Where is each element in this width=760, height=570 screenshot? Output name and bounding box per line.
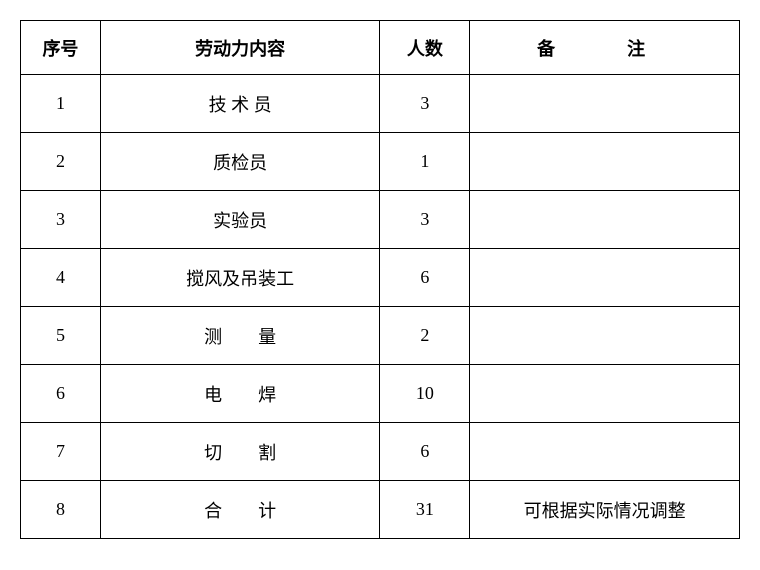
cell-seq: 6 (21, 365, 101, 423)
cell-content: 电 焊 (100, 365, 380, 423)
cell-seq: 7 (21, 423, 101, 481)
header-content: 劳动力内容 (100, 21, 380, 75)
cell-note (470, 365, 740, 423)
cell-note (470, 191, 740, 249)
cell-count: 3 (380, 75, 470, 133)
cell-count: 3 (380, 191, 470, 249)
cell-count: 6 (380, 249, 470, 307)
table-row: 3 实验员 3 (21, 191, 740, 249)
table-row: 6 电 焊 10 (21, 365, 740, 423)
cell-seq: 8 (21, 481, 101, 539)
cell-seq: 1 (21, 75, 101, 133)
table-header-row: 序号 劳动力内容 人数 备 注 (21, 21, 740, 75)
cell-note (470, 133, 740, 191)
table-row: 8 合 计 31 可根据实际情况调整 (21, 481, 740, 539)
cell-note: 可根据实际情况调整 (470, 481, 740, 539)
table-row: 5 测 量 2 (21, 307, 740, 365)
header-seq: 序号 (21, 21, 101, 75)
cell-note (470, 423, 740, 481)
cell-content: 实验员 (100, 191, 380, 249)
cell-content: 质检员 (100, 133, 380, 191)
cell-count: 10 (380, 365, 470, 423)
cell-content: 技 术 员 (100, 75, 380, 133)
cell-seq: 4 (21, 249, 101, 307)
cell-note (470, 249, 740, 307)
table-row: 2 质检员 1 (21, 133, 740, 191)
cell-content: 切 割 (100, 423, 380, 481)
cell-content: 测 量 (100, 307, 380, 365)
cell-count: 2 (380, 307, 470, 365)
cell-seq: 5 (21, 307, 101, 365)
cell-count: 31 (380, 481, 470, 539)
labor-table-container: 序号 劳动力内容 人数 备 注 1 技 术 员 3 2 质检员 1 3 实验员 (20, 20, 740, 539)
cell-content: 合 计 (100, 481, 380, 539)
cell-count: 6 (380, 423, 470, 481)
header-note: 备 注 (470, 21, 740, 75)
labor-table: 序号 劳动力内容 人数 备 注 1 技 术 员 3 2 质检员 1 3 实验员 (20, 20, 740, 539)
cell-content: 搅风及吊装工 (100, 249, 380, 307)
header-count: 人数 (380, 21, 470, 75)
cell-seq: 2 (21, 133, 101, 191)
cell-note (470, 75, 740, 133)
table-row: 1 技 术 员 3 (21, 75, 740, 133)
cell-note (470, 307, 740, 365)
cell-seq: 3 (21, 191, 101, 249)
table-row: 7 切 割 6 (21, 423, 740, 481)
table-row: 4 搅风及吊装工 6 (21, 249, 740, 307)
cell-count: 1 (380, 133, 470, 191)
